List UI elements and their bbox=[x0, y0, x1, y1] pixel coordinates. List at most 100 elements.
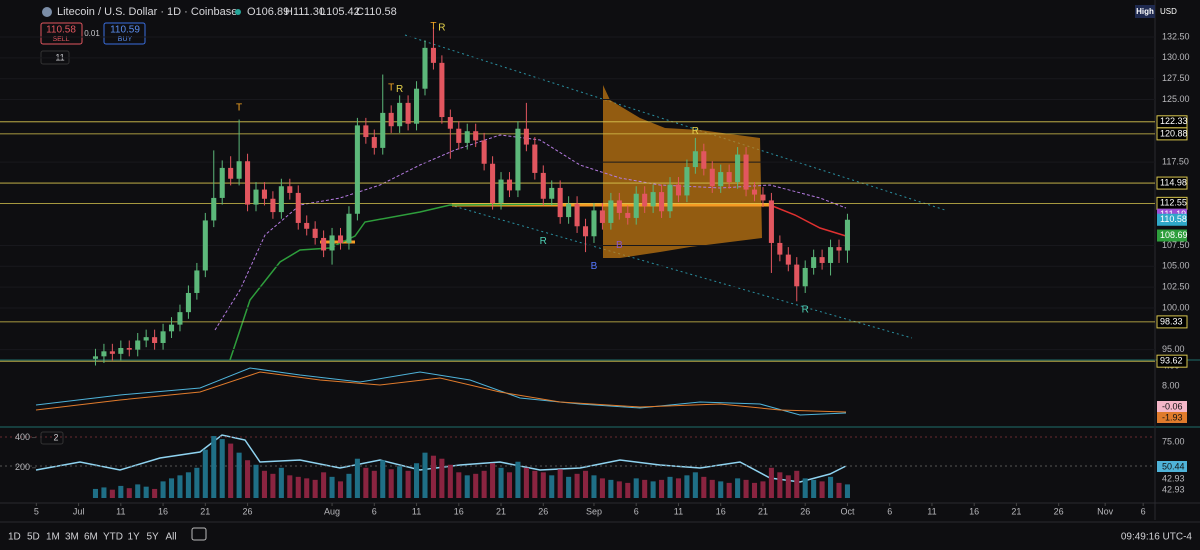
candle-body bbox=[751, 189, 758, 195]
range-button[interactable]: YTD bbox=[103, 532, 123, 543]
high-button[interactable] bbox=[1135, 5, 1155, 18]
candle-body bbox=[143, 337, 149, 341]
x-tick-label: 21 bbox=[200, 506, 210, 516]
volume-bar bbox=[675, 478, 682, 498]
zone bbox=[603, 85, 762, 258]
volume-bar bbox=[591, 475, 597, 498]
price-label-box bbox=[1157, 229, 1187, 242]
candle-body bbox=[802, 267, 808, 287]
candle-body bbox=[321, 237, 327, 251]
range-button[interactable]: 5D bbox=[27, 532, 40, 543]
volume-bar bbox=[329, 476, 335, 498]
candle-body bbox=[709, 168, 715, 187]
volume-bar bbox=[625, 482, 631, 498]
x-tick-label: 21 bbox=[496, 506, 506, 516]
spread: 0.01 bbox=[84, 29, 100, 38]
annotation: T bbox=[430, 21, 436, 32]
candle-body bbox=[608, 200, 614, 223]
volume-bar bbox=[464, 475, 470, 498]
volume-bar bbox=[802, 478, 808, 498]
trend-line bbox=[769, 204, 847, 237]
annotation: R bbox=[692, 126, 699, 137]
volume-bar bbox=[481, 470, 487, 498]
volume-bar bbox=[515, 461, 521, 498]
candle-body bbox=[659, 192, 665, 212]
volume-bar bbox=[101, 487, 107, 498]
symbol-title: Litecoin / U.S. Dollar · 1D · Coinbase bbox=[57, 6, 237, 18]
annotation: R bbox=[540, 236, 547, 247]
level-label-box bbox=[1156, 127, 1188, 141]
level-label: 122.33 bbox=[1160, 116, 1188, 126]
volume-bar bbox=[718, 481, 724, 498]
volume-bar bbox=[337, 481, 344, 498]
range-button[interactable]: 5Y bbox=[147, 532, 160, 543]
volume-bar bbox=[270, 473, 276, 498]
candle-body bbox=[346, 213, 352, 243]
candle-body bbox=[101, 351, 107, 357]
candle-body bbox=[625, 212, 631, 218]
volume-tick-label: 200 bbox=[15, 462, 30, 472]
volume-bar bbox=[819, 481, 825, 498]
candle-body bbox=[566, 203, 572, 218]
y-tick-label: 105.00 bbox=[1162, 261, 1190, 271]
candle-body bbox=[498, 179, 504, 203]
candle-body bbox=[785, 254, 791, 265]
volume-bar bbox=[388, 469, 394, 498]
candle-body bbox=[405, 102, 411, 124]
volume-tick-label: 400 bbox=[15, 432, 30, 442]
volume-bar bbox=[261, 470, 267, 498]
calendar-icon[interactable] bbox=[191, 527, 207, 541]
candle-body bbox=[371, 137, 377, 148]
volume-bar bbox=[574, 473, 580, 498]
candle-body bbox=[388, 112, 394, 127]
buy-button[interactable] bbox=[103, 22, 146, 45]
x-tick-label: 11 bbox=[412, 506, 421, 516]
level-label-box bbox=[1156, 176, 1188, 190]
candle-body bbox=[642, 193, 648, 207]
range-button[interactable]: 3M bbox=[65, 532, 79, 543]
candle-body bbox=[228, 167, 234, 179]
signal-line bbox=[35, 371, 847, 413]
level-label: 112.55 bbox=[1160, 198, 1187, 208]
volume-bar bbox=[219, 439, 225, 498]
volume-indicator-count: 2 bbox=[53, 432, 58, 442]
volume-bar bbox=[109, 489, 115, 498]
candle-body bbox=[278, 186, 284, 213]
range-button[interactable]: All bbox=[166, 532, 177, 543]
volume-bar bbox=[304, 478, 310, 498]
candle-body bbox=[794, 264, 800, 287]
candle-body bbox=[684, 167, 690, 196]
candle-body bbox=[219, 167, 225, 198]
x-tick-label: 6 bbox=[634, 506, 639, 516]
range-button[interactable]: 1Y bbox=[128, 532, 141, 543]
macd-line bbox=[35, 367, 847, 416]
macd-axis-label: 8.00 bbox=[1162, 380, 1180, 390]
volume-bar bbox=[354, 458, 360, 498]
symbol-logo bbox=[42, 7, 52, 17]
candle-body bbox=[185, 292, 191, 313]
annotation: T bbox=[388, 83, 394, 94]
volume-bar bbox=[608, 479, 614, 498]
candle-body bbox=[811, 257, 817, 268]
candle-body bbox=[439, 62, 445, 118]
sell-button[interactable] bbox=[40, 22, 83, 45]
annotation: R bbox=[438, 22, 445, 33]
range-button[interactable]: 1M bbox=[46, 532, 60, 543]
volume-bar bbox=[346, 473, 352, 498]
indicator-toggle[interactable] bbox=[40, 431, 64, 445]
candle-body bbox=[667, 184, 673, 212]
volume-bar bbox=[692, 472, 698, 498]
candle-body bbox=[481, 140, 487, 164]
candle-body bbox=[92, 356, 99, 359]
candle-body bbox=[168, 324, 175, 332]
candle-body bbox=[828, 247, 834, 263]
y-tick-label: 95.00 bbox=[1162, 344, 1185, 354]
range-button[interactable]: 1D bbox=[8, 532, 21, 543]
volume-bar bbox=[582, 470, 589, 498]
volume-bar bbox=[650, 481, 656, 498]
volume-bar bbox=[456, 472, 462, 498]
candle-body bbox=[236, 161, 242, 179]
range-button[interactable]: 6M bbox=[84, 532, 98, 543]
volume-bar bbox=[844, 484, 850, 498]
